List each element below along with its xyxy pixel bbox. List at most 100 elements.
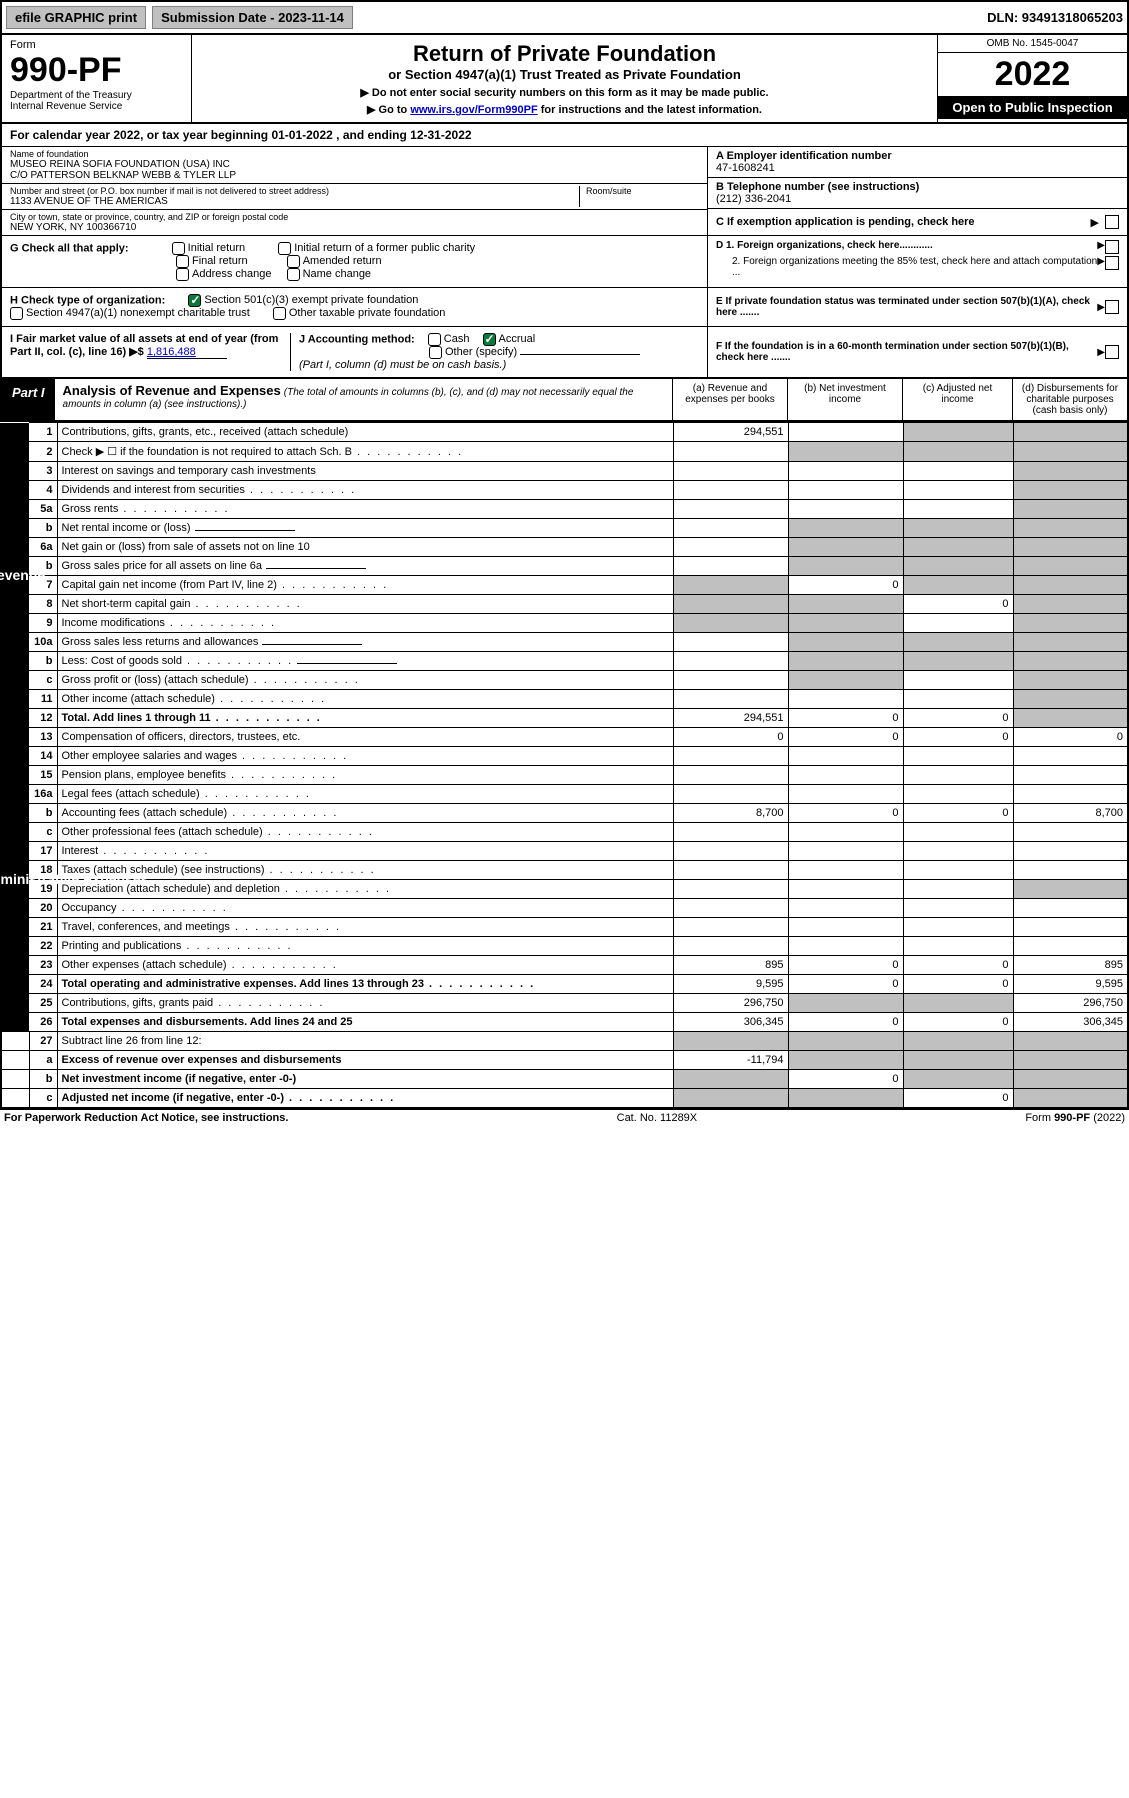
cell: 0: [673, 728, 788, 747]
cell: [1013, 671, 1128, 690]
line-desc: Income modifications: [57, 614, 673, 633]
city: NEW YORK, NY 100366710: [10, 222, 699, 233]
footer-left: For Paperwork Reduction Act Notice, see …: [4, 1112, 288, 1124]
cell: [1013, 1089, 1128, 1108]
line-desc: Occupancy: [57, 899, 673, 918]
e-label: E If private foundation status was termi…: [716, 296, 1097, 318]
form-header: Form 990-PF Department of the Treasury I…: [0, 35, 1129, 124]
cell: [1013, 842, 1128, 861]
initial-public-checkbox[interactable]: [278, 242, 291, 255]
table-row: 22Printing and publications: [1, 937, 1128, 956]
line-number: c: [29, 1089, 57, 1108]
ein-label: A Employer identification number: [716, 150, 1119, 162]
line-desc: Less: Cost of goods sold: [57, 652, 673, 671]
exemption-checkbox[interactable]: [1105, 215, 1119, 229]
cell: [788, 557, 903, 576]
cell: 0: [903, 595, 1013, 614]
cell: 0: [788, 728, 903, 747]
d1-checkbox[interactable]: [1105, 240, 1119, 254]
omb-number: OMB No. 1545-0047: [938, 35, 1127, 53]
cell: [788, 538, 903, 557]
cell: 0: [903, 1089, 1013, 1108]
city-label: City or town, state or province, country…: [10, 212, 699, 222]
cell: [903, 747, 1013, 766]
line-number: 8: [29, 595, 57, 614]
4947-checkbox[interactable]: [10, 307, 23, 320]
cell: [673, 538, 788, 557]
cell: [903, 690, 1013, 709]
cash-checkbox[interactable]: [428, 333, 441, 346]
cell: [1013, 652, 1128, 671]
part-1-header: Part I Analysis of Revenue and Expenses …: [0, 379, 1129, 422]
irs-link[interactable]: www.irs.gov/Form990PF: [410, 104, 537, 116]
cell: [1013, 519, 1128, 538]
dln: DLN: 93491318065203: [987, 10, 1123, 25]
cell: [903, 937, 1013, 956]
cell: 8,700: [673, 804, 788, 823]
cell: [788, 823, 903, 842]
cell: [788, 861, 903, 880]
d2-checkbox[interactable]: [1105, 256, 1119, 270]
cell: [788, 842, 903, 861]
amended-checkbox[interactable]: [287, 255, 300, 268]
other-specify-checkbox[interactable]: [429, 346, 442, 359]
table-row: 6aNet gain or (loss) from sale of assets…: [1, 538, 1128, 557]
form-subtitle: or Section 4947(a)(1) Trust Treated as P…: [198, 67, 931, 82]
cell: [673, 899, 788, 918]
cell: [903, 1032, 1013, 1051]
cell: 8,700: [1013, 804, 1128, 823]
cell: [788, 880, 903, 899]
col-b-header: (b) Net investment income: [787, 379, 902, 420]
line-desc: Legal fees (attach schedule): [57, 785, 673, 804]
table-row: 4Dividends and interest from securities: [1, 481, 1128, 500]
line-desc: Other expenses (attach schedule): [57, 956, 673, 975]
line-desc: Net investment income (if negative, ente…: [57, 1070, 673, 1089]
footer-right: Form 990-PF (2022): [1025, 1112, 1125, 1124]
cell: [903, 861, 1013, 880]
initial-return-checkbox[interactable]: [172, 242, 185, 255]
address-change-checkbox[interactable]: [176, 268, 189, 281]
table-row: bNet rental income or (loss): [1, 519, 1128, 538]
cell: [673, 442, 788, 462]
line-number: c: [29, 671, 57, 690]
final-return-checkbox[interactable]: [176, 255, 189, 268]
cell: 895: [673, 956, 788, 975]
cell: [903, 899, 1013, 918]
cell: [788, 500, 903, 519]
501c3-checkbox[interactable]: [188, 294, 201, 307]
cell: [673, 861, 788, 880]
line-number: 17: [29, 842, 57, 861]
cell: 9,595: [673, 975, 788, 994]
cell: [788, 652, 903, 671]
cell: [673, 1032, 788, 1051]
table-row: 21Travel, conferences, and meetings: [1, 918, 1128, 937]
goto-suffix: for instructions and the latest informat…: [538, 104, 762, 116]
g-label: G Check all that apply:: [10, 242, 129, 254]
line-number: 1: [29, 423, 57, 442]
line-desc: Net rental income or (loss): [57, 519, 673, 538]
accrual-checkbox[interactable]: [483, 333, 496, 346]
line-desc: Pension plans, employee benefits: [57, 766, 673, 785]
cell: [1013, 861, 1128, 880]
cell: [1013, 747, 1128, 766]
cell: [903, 538, 1013, 557]
i-value[interactable]: 1,816,488: [147, 346, 227, 359]
other-taxable-checkbox[interactable]: [273, 307, 286, 320]
f-checkbox[interactable]: [1105, 345, 1119, 359]
e-checkbox[interactable]: [1105, 300, 1119, 314]
table-row: 20Occupancy: [1, 899, 1128, 918]
address-label: Number and street (or P.O. box number if…: [10, 186, 579, 196]
i-label: I Fair market value of all assets at end…: [10, 333, 278, 358]
cell: [903, 1051, 1013, 1070]
cell: 9,595: [1013, 975, 1128, 994]
efile-button[interactable]: efile GRAPHIC print: [6, 6, 146, 29]
check-section-g: G Check all that apply: Initial return I…: [0, 236, 1129, 288]
name-label: Name of foundation: [10, 149, 699, 159]
cell: [1013, 1070, 1128, 1089]
name-change-checkbox[interactable]: [287, 268, 300, 281]
table-row: 26Total expenses and disbursements. Add …: [1, 1013, 1128, 1032]
cell: [1013, 918, 1128, 937]
cell: [1013, 423, 1128, 442]
cell: [903, 614, 1013, 633]
goto-prefix: ▶ Go to: [367, 104, 410, 116]
